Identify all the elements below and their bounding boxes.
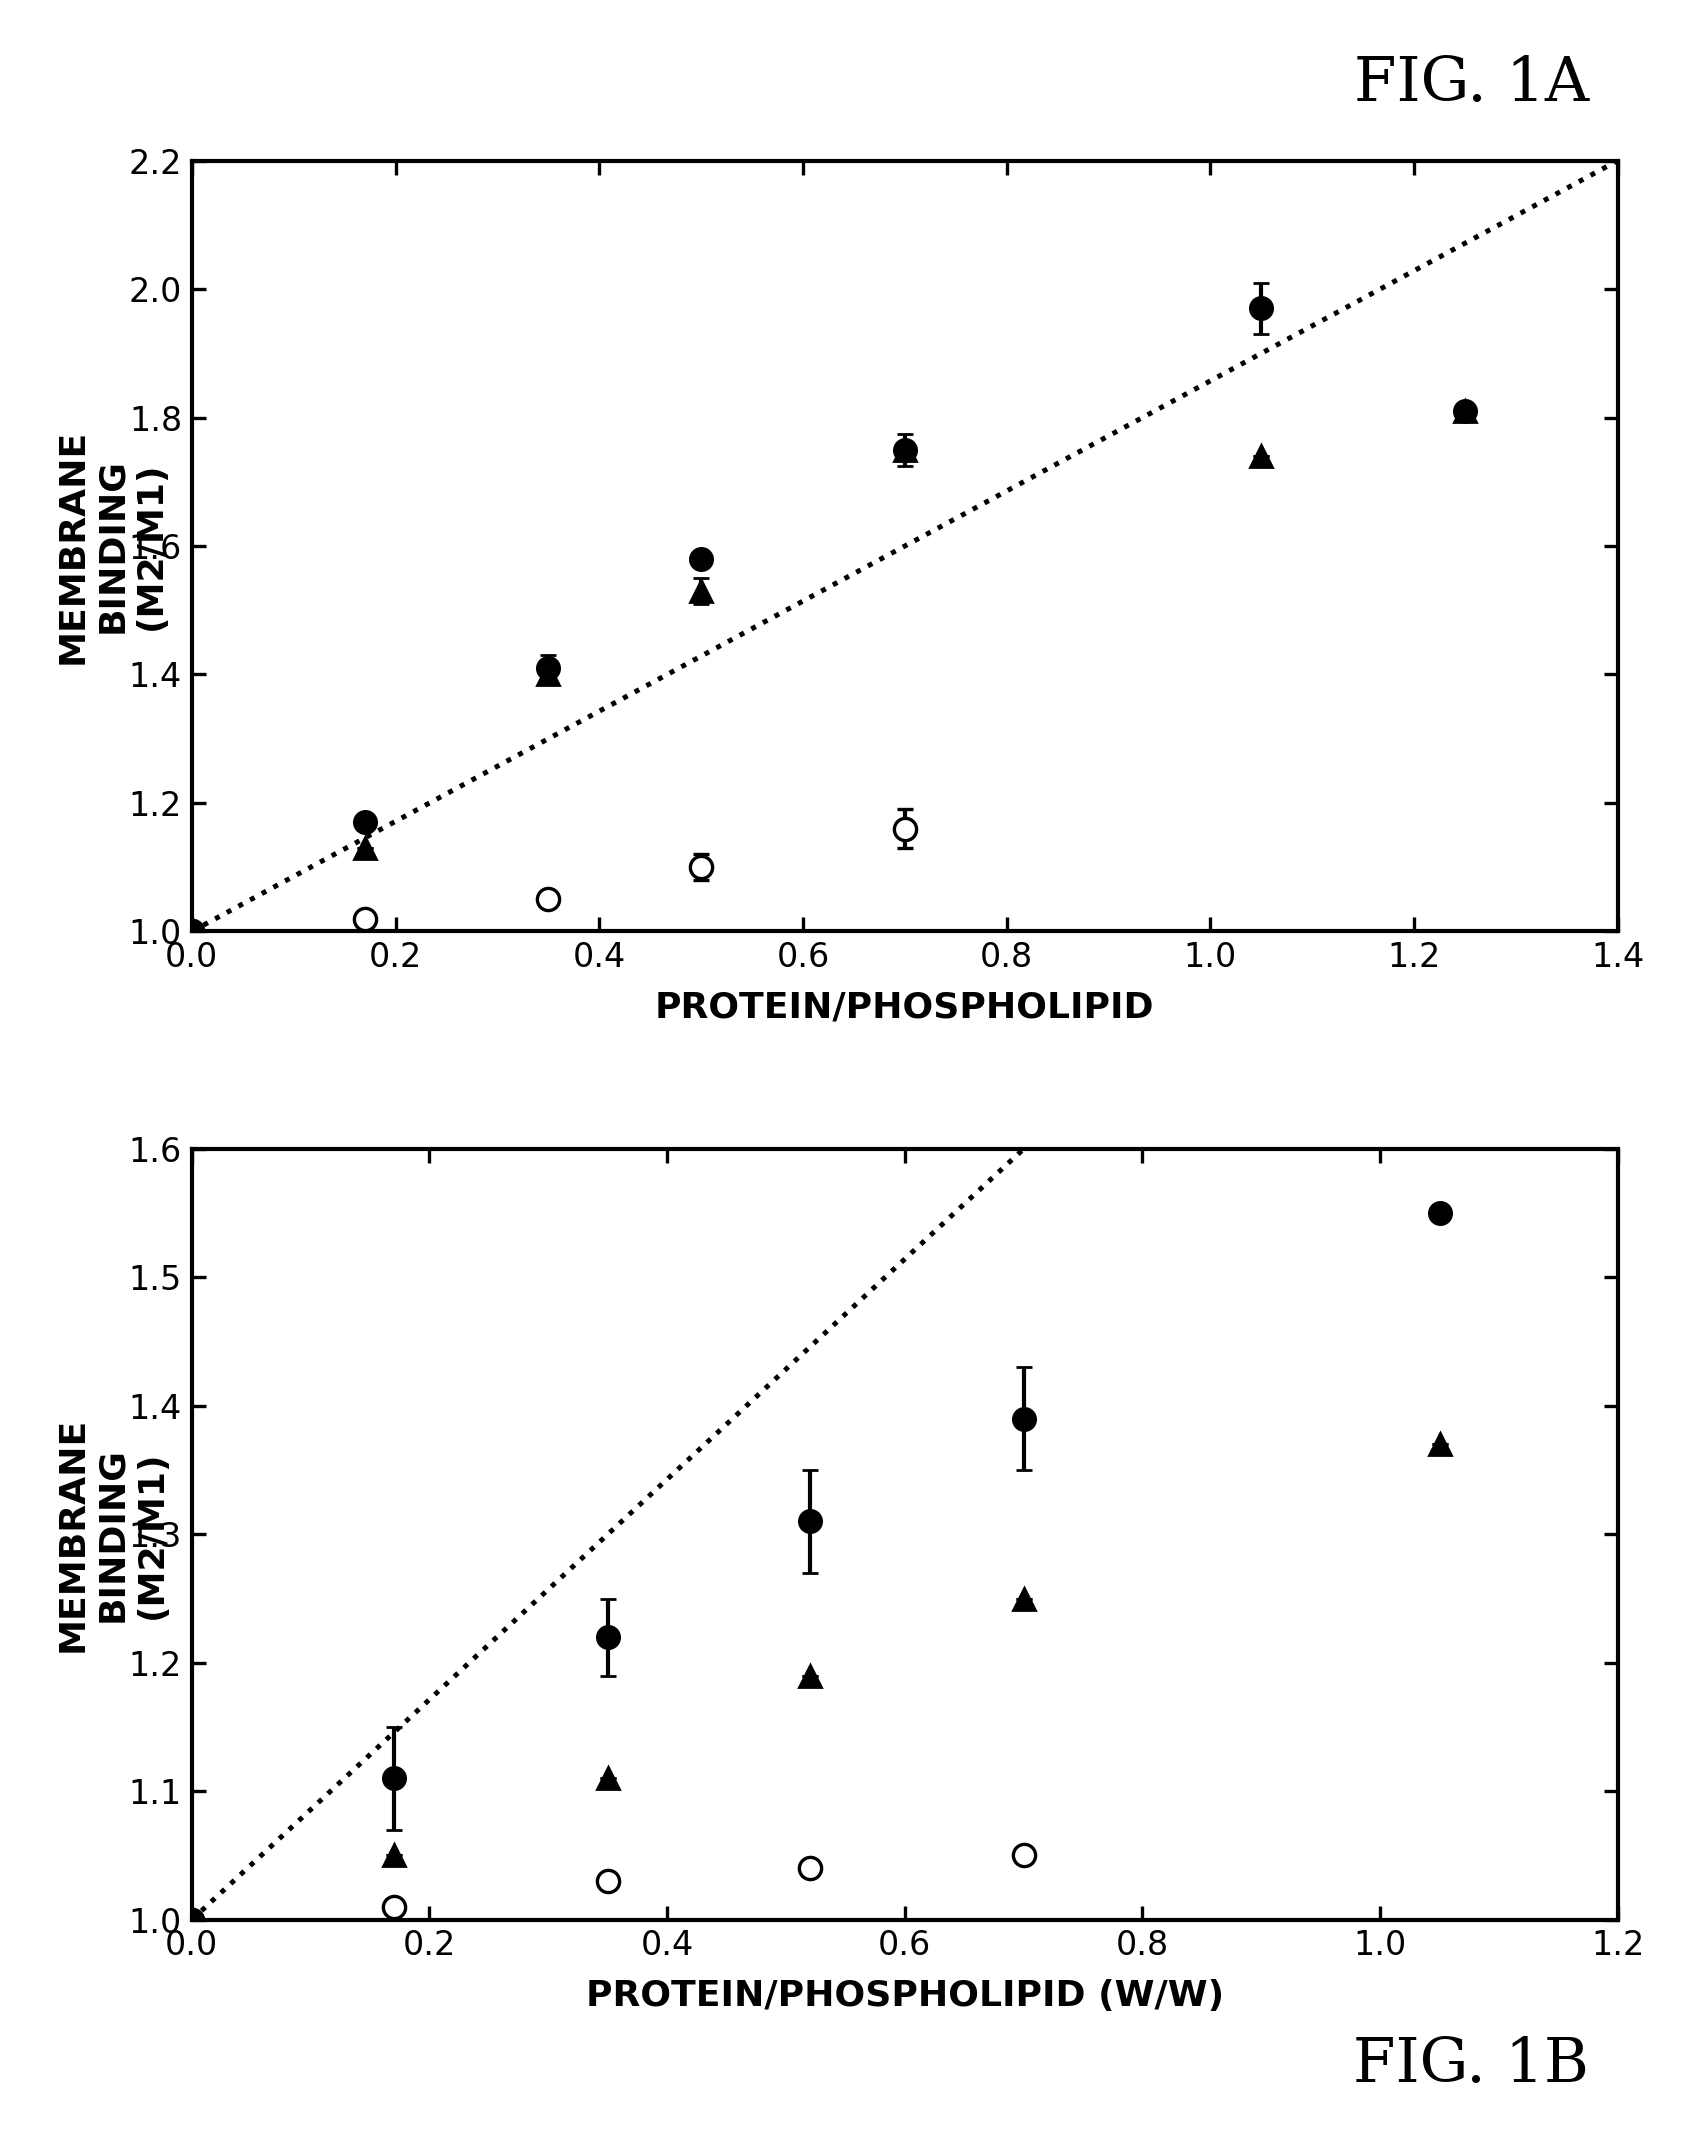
X-axis label: PROTEIN/PHOSPHOLIPID: PROTEIN/PHOSPHOLIPID — [654, 990, 1154, 1025]
Text: FIG. 1A: FIG. 1A — [1355, 54, 1590, 114]
X-axis label: PROTEIN/PHOSPHOLIPID (W/W): PROTEIN/PHOSPHOLIPID (W/W) — [586, 1978, 1224, 2013]
Text: FIG. 1B: FIG. 1B — [1353, 2036, 1590, 2094]
Y-axis label: MEMBRANE
BINDING
(M2/M1): MEMBRANE BINDING (M2/M1) — [56, 427, 168, 664]
Y-axis label: MEMBRANE
BINDING
(M2/M1): MEMBRANE BINDING (M2/M1) — [56, 1418, 168, 1652]
